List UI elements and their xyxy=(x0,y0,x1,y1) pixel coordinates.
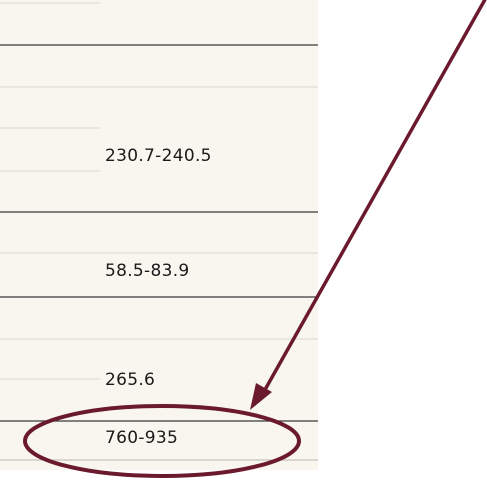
cell: 230.7-240.5 xyxy=(105,146,212,166)
arrow-head xyxy=(250,383,272,410)
table-panel xyxy=(0,0,318,470)
arrow-shaft xyxy=(260,0,487,396)
cell: 760-935 xyxy=(105,428,178,448)
thin-rules xyxy=(0,2,318,380)
highlight-ellipse xyxy=(23,404,301,478)
cell: 265.6 xyxy=(105,370,155,390)
cell: 58.5-83.9 xyxy=(105,261,190,281)
